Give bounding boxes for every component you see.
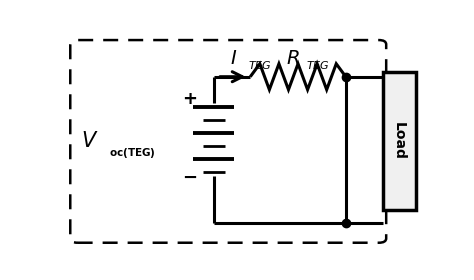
Text: −: − bbox=[182, 169, 197, 187]
Text: $\mathbf{\mathit{I}}$: $\mathbf{\mathit{I}}$ bbox=[230, 49, 237, 68]
Text: $\mathbf{\mathit{TEG}}$: $\mathbf{\mathit{TEG}}$ bbox=[307, 59, 330, 71]
Bar bbox=[383, 73, 416, 210]
Text: Load: Load bbox=[392, 122, 406, 160]
Text: $\mathbf{\mathit{R}}$: $\mathbf{\mathit{R}}$ bbox=[286, 49, 300, 68]
Text: $\mathbf{\mathit{TEG}}$: $\mathbf{\mathit{TEG}}$ bbox=[248, 59, 272, 71]
Text: $\mathbf{oc(TEG)}$: $\mathbf{oc(TEG)}$ bbox=[109, 146, 155, 160]
Text: $\mathbf{\mathit{V}}$: $\mathbf{\mathit{V}}$ bbox=[82, 131, 99, 151]
Text: +: + bbox=[182, 90, 197, 108]
